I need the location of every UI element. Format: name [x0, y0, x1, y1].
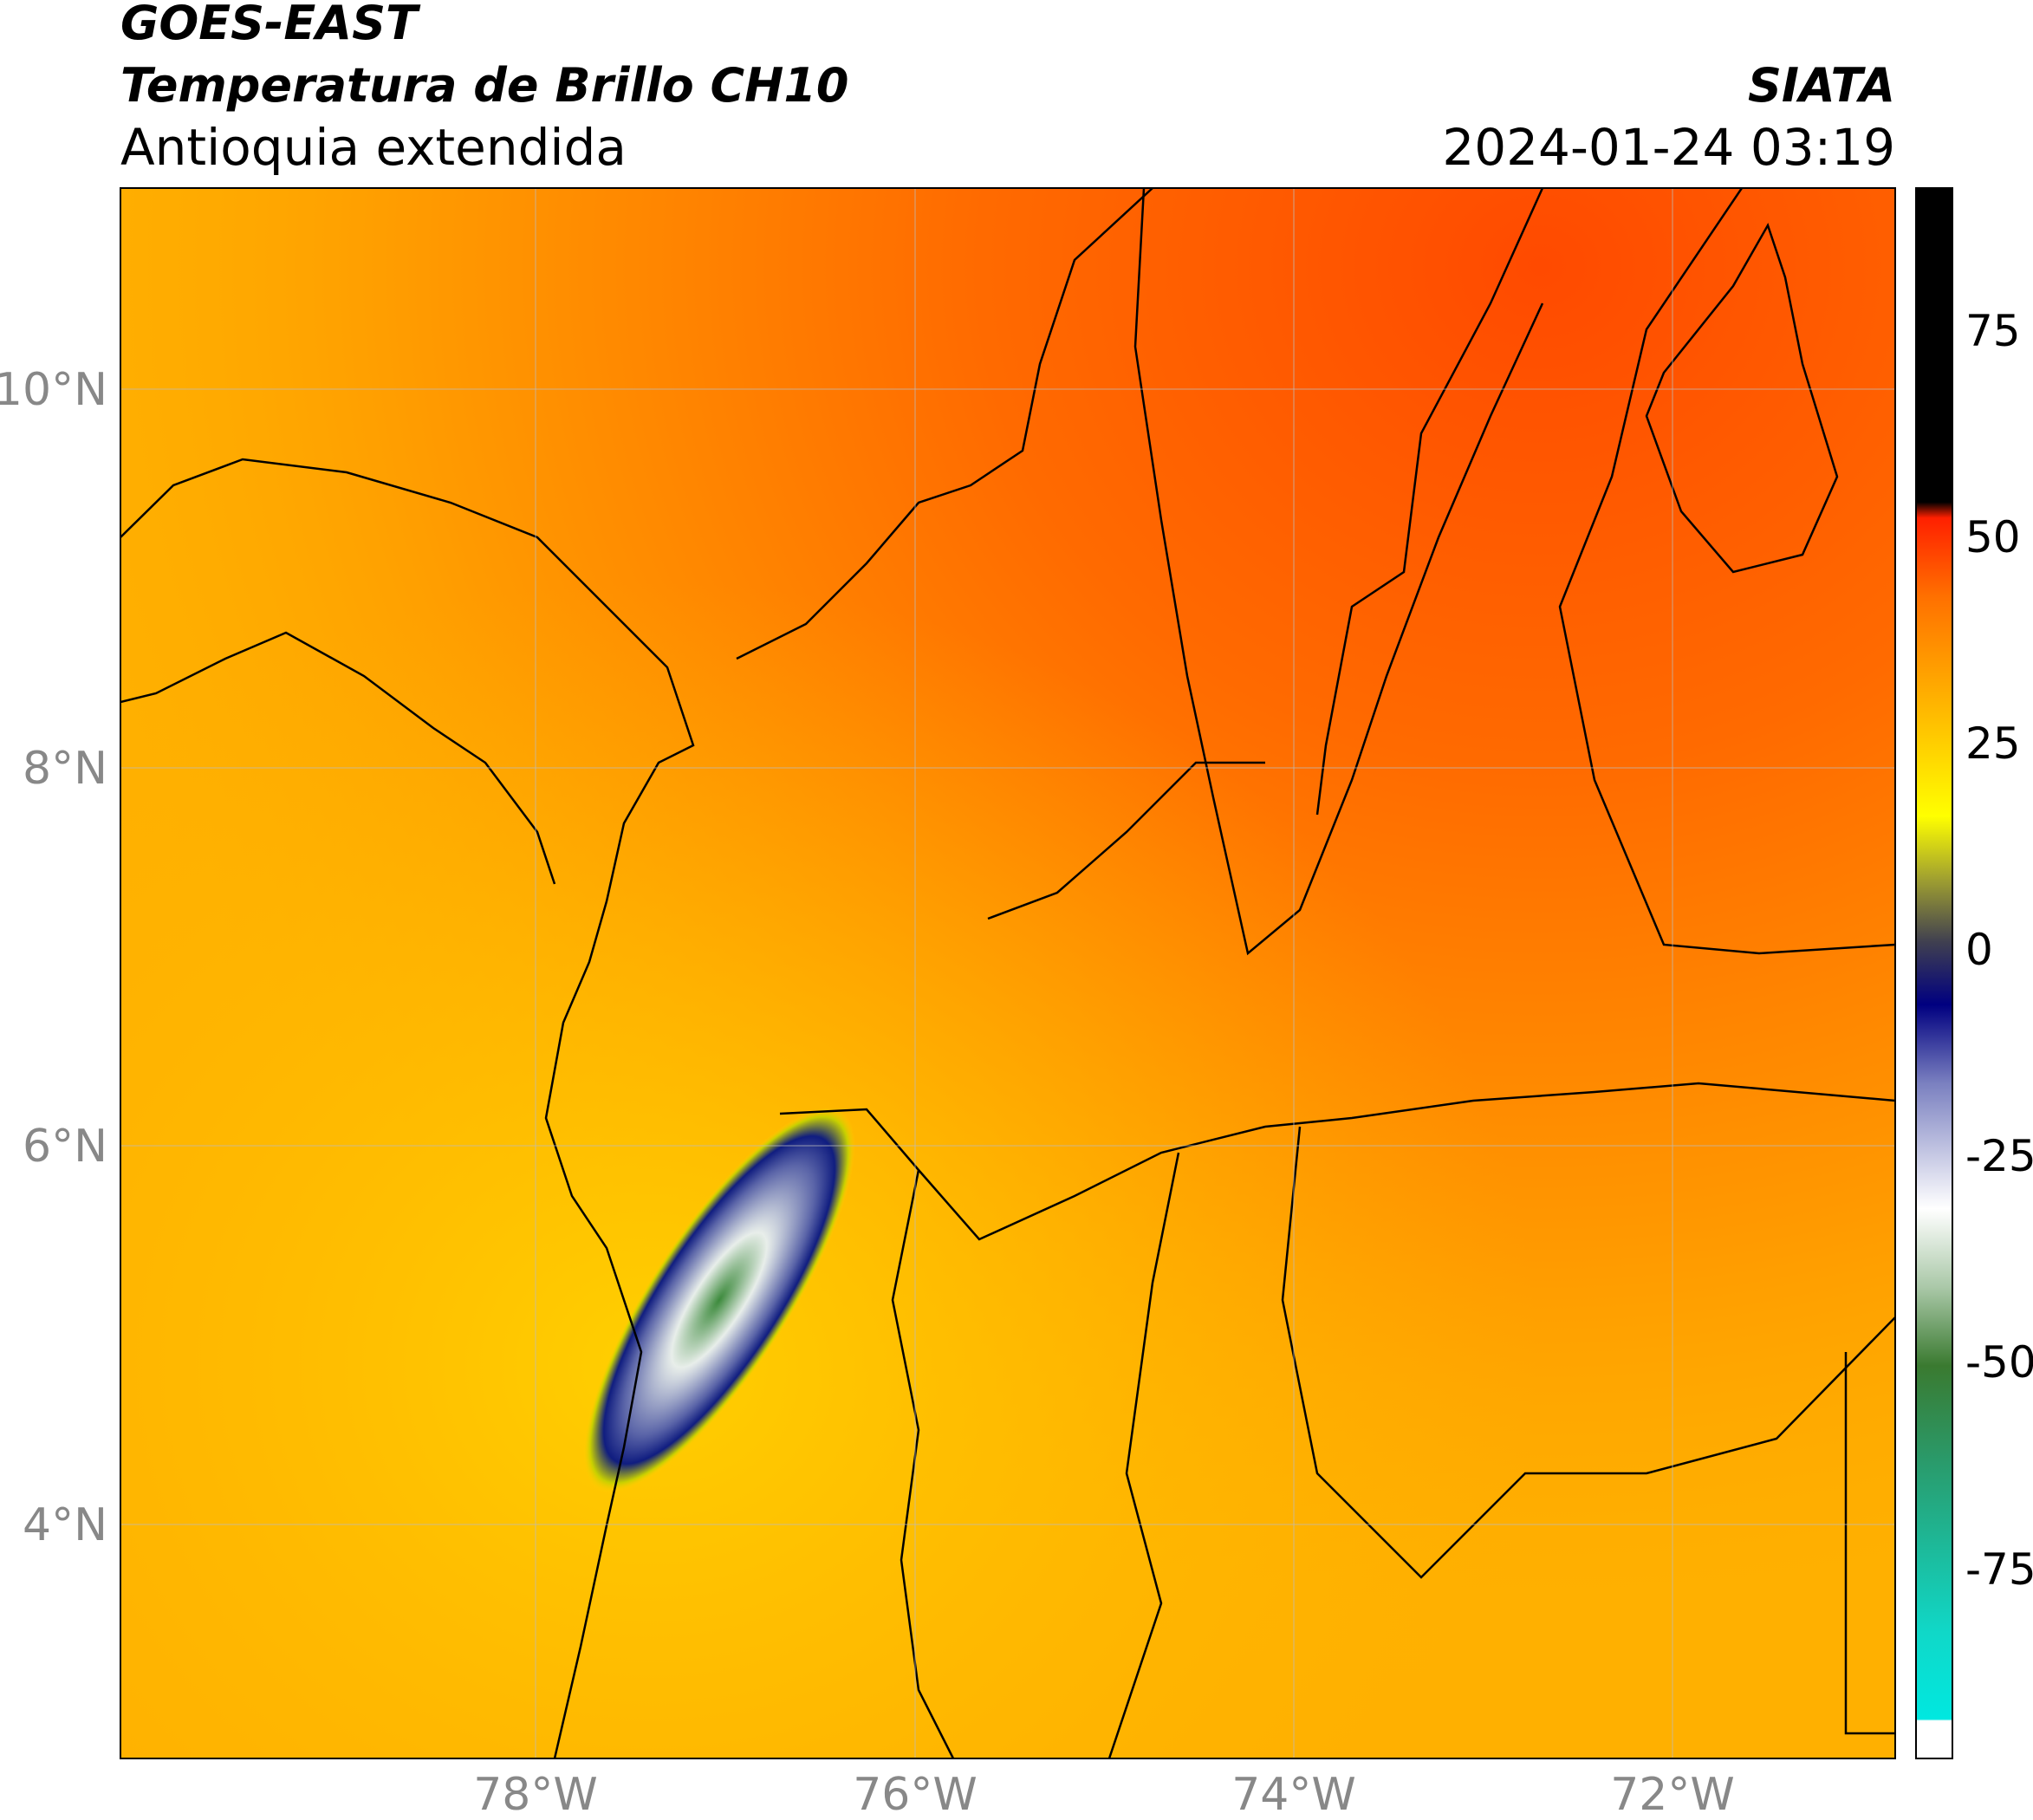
- lat-label: 10°N: [0, 364, 107, 416]
- region: Antioquia extendida: [120, 118, 627, 177]
- source: SIATA: [1748, 58, 1895, 113]
- border: [987, 761, 1265, 920]
- colorbar-label: 25: [1965, 718, 2021, 769]
- border: [779, 1082, 1895, 1241]
- colorbar-label: -50: [1965, 1337, 2033, 1388]
- lon-label: 72°W: [1610, 1769, 1735, 1820]
- border: [1844, 1352, 1895, 1735]
- border: [891, 1169, 955, 1758]
- colorbar: [1915, 187, 1953, 1759]
- graticule: [120, 188, 1895, 1758]
- lon-label: 74°W: [1231, 1769, 1356, 1820]
- colorbar-label: 0: [1965, 925, 1993, 975]
- lon-label: 78°W: [473, 1769, 598, 1820]
- lon-label: 76°W: [853, 1769, 978, 1820]
- colorbar-label: -25: [1965, 1131, 2033, 1181]
- border: [1281, 1126, 1895, 1579]
- border: [1133, 188, 1544, 956]
- lat-label: 6°N: [23, 1121, 107, 1173]
- map-frame: [120, 187, 1896, 1759]
- lat-label: 4°N: [23, 1499, 107, 1551]
- map: [120, 188, 1895, 1758]
- datetime: 2024-01-24 03:19: [1442, 118, 1895, 177]
- lat-label: 8°N: [23, 743, 107, 795]
- border: [1107, 1152, 1180, 1758]
- colorbar-label: -75: [1965, 1544, 2033, 1595]
- subtitle: Temperatura de Brillo CH10: [120, 58, 849, 113]
- lake: [1645, 222, 1839, 574]
- colorbar-label: 50: [1965, 512, 2021, 562]
- title: GOES-EAST: [120, 0, 421, 50]
- coastline: [120, 631, 556, 885]
- storm-cloud: [583, 1107, 855, 1493]
- border: [1558, 188, 1895, 955]
- colorbar-ticks: 75 50 25 0 -25 -50 -75: [1965, 306, 2033, 1595]
- colorbar-label: 75: [1965, 306, 2021, 356]
- coastline: [736, 188, 1153, 660]
- border: [1315, 188, 1544, 816]
- coastline: [120, 458, 695, 1758]
